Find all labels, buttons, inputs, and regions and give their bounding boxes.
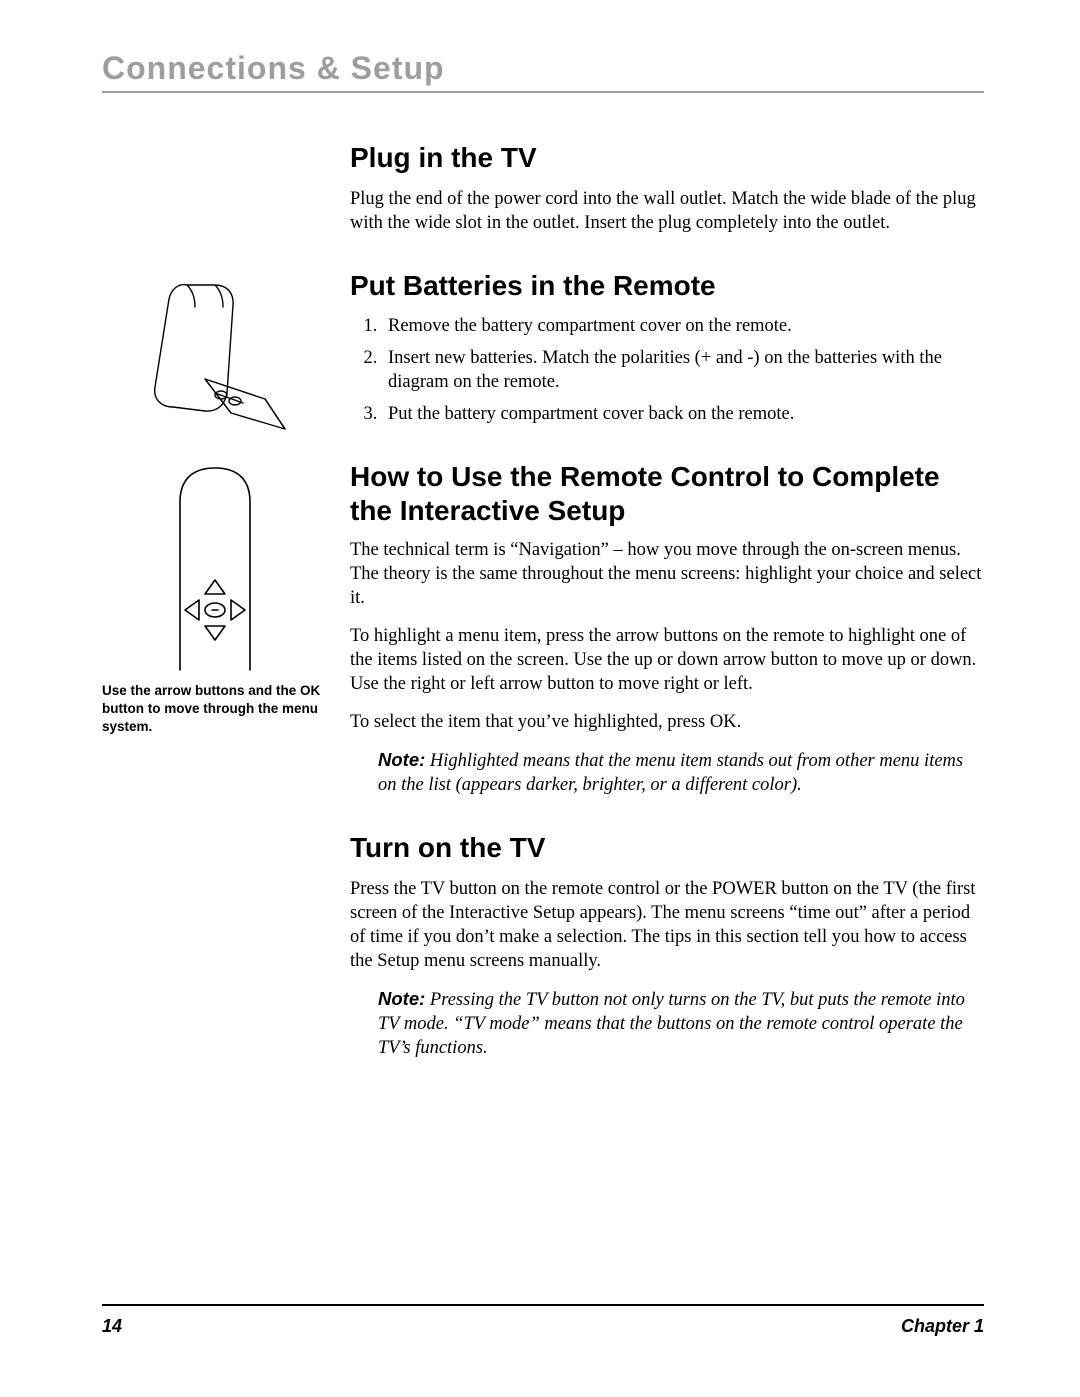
figure-remote-batteries [102,279,328,444]
section-remote-setup: How to Use the Remote Control to Complet… [350,460,984,797]
heading-batteries: Put Batteries in the Remote [350,269,984,303]
note-label: Note: [378,988,425,1009]
remote-battery-icon [135,279,295,444]
step-item: Insert new batteries. Match the polariti… [382,346,984,394]
para: To highlight a menu item, press the arro… [350,624,984,696]
step-item: Put the battery compartment cover back o… [382,402,984,426]
step-item: Remove the battery compartment cover on … [382,314,984,338]
figure-caption: Use the arrow buttons and the OK button … [102,682,328,737]
section-turn-on-tv: Turn on the TV Press the TV button on th… [350,831,984,1060]
main-column: Plug in the TV Plug the end of the power… [350,141,984,1074]
content-columns: Use the arrow buttons and the OK button … [102,141,984,1074]
para: Press the TV button on the remote contro… [350,877,984,973]
note-text: Highlighted means that the menu item sta… [378,751,963,795]
para: The technical term is “Navigation” – how… [350,538,984,610]
page-title: Connections & Setup [102,50,984,93]
heading-remote-setup: How to Use the Remote Control to Complet… [350,460,984,527]
section-batteries: Put Batteries in the Remote Remove the b… [350,269,984,427]
section-plug-in-tv: Plug in the TV Plug the end of the power… [350,141,984,235]
note-text: Pressing the TV button not only turns on… [378,990,965,1058]
note: Note: Highlighted means that the menu it… [350,748,984,797]
note: Note: Pressing the TV button not only tu… [350,987,984,1060]
figure-remote-nav: Use the arrow buttons and the OK button … [102,462,328,737]
para: Plug the end of the power cord into the … [350,187,984,235]
para: To select the item that you’ve highlight… [350,710,984,734]
remote-nav-icon [150,462,280,672]
sidebar: Use the arrow buttons and the OK button … [102,141,328,1074]
note-label: Note: [378,749,425,770]
steps-list: Remove the battery compartment cover on … [350,314,984,426]
page-number: 14 [102,1316,122,1337]
heading-plug-in-tv: Plug in the TV [350,141,984,175]
heading-turn-on-tv: Turn on the TV [350,831,984,865]
chapter-label: Chapter 1 [901,1316,984,1337]
page-footer: 14 Chapter 1 [102,1304,984,1337]
